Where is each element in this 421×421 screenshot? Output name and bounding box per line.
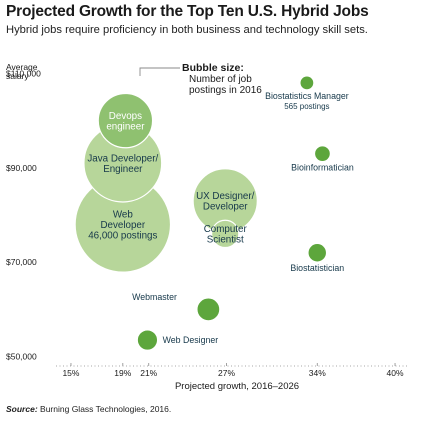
bubble-label: Biostatistics Manager [265, 91, 349, 101]
x-tick-label: 15% [62, 368, 79, 378]
bubble-label: Bioinformatician [291, 163, 354, 173]
source-label: Source: [6, 404, 38, 414]
y-axis-title: salary [6, 71, 29, 81]
x-axis-title: Projected growth, 2016–2026 [175, 381, 299, 392]
x-tick-label: 21% [140, 368, 157, 378]
y-tick-label: $90,000 [6, 163, 37, 173]
y-tick-label: $50,000 [6, 352, 37, 362]
y-tick-label: $110,000 [6, 68, 41, 78]
bubble [307, 242, 328, 263]
size-legend-text: Number of job [189, 74, 252, 85]
bubble-label: Scientist [207, 235, 244, 246]
bubble-label: Devops [109, 111, 142, 122]
source-text: Burning Glass Technologies, 2016. [40, 404, 172, 414]
bubble-label: Web Designer [163, 335, 219, 345]
bubble-label: UX Designer/ [196, 191, 255, 202]
source-note: Source: Burning Glass Technologies, 2016… [6, 404, 171, 414]
bubble-label: 46,000 postings [88, 230, 157, 241]
size-legend-title: Bubble size: [182, 62, 244, 74]
chart-title: Projected Growth for the Top Ten U.S. Hy… [6, 3, 369, 20]
bubble [136, 329, 159, 351]
bubble-label: Computer [204, 224, 248, 235]
bubble [97, 92, 154, 149]
bubble-label: Java Developer/ [87, 153, 158, 164]
bubble [299, 75, 315, 91]
bubble-label: Web [113, 209, 134, 220]
bubble-label: Engineer [103, 164, 143, 175]
y-axis-title: Average [6, 62, 38, 72]
x-tick-label: 40% [387, 368, 404, 378]
bubble-label: Developer [100, 220, 145, 231]
x-tick-label: 34% [309, 368, 326, 378]
bubble-label: Biostatistician [290, 263, 344, 273]
x-tick-label: 19% [114, 368, 131, 378]
bubble [196, 297, 221, 322]
chart-subtitle: Hybrid jobs require proficiency in both … [6, 24, 368, 36]
x-tick-label: 27% [218, 368, 235, 378]
bubble-label: Webmaster [132, 292, 177, 302]
bubble [211, 219, 240, 249]
bubble-label: Developer [203, 202, 248, 213]
bubble-label: 565 postings [284, 102, 329, 111]
y-tick-label: $70,000 [6, 257, 37, 267]
size-legend-bracket [139, 67, 180, 76]
bubble [313, 145, 331, 163]
bubble-label: engineer [106, 121, 145, 132]
size-legend-text: postings in 2016 [189, 85, 262, 96]
